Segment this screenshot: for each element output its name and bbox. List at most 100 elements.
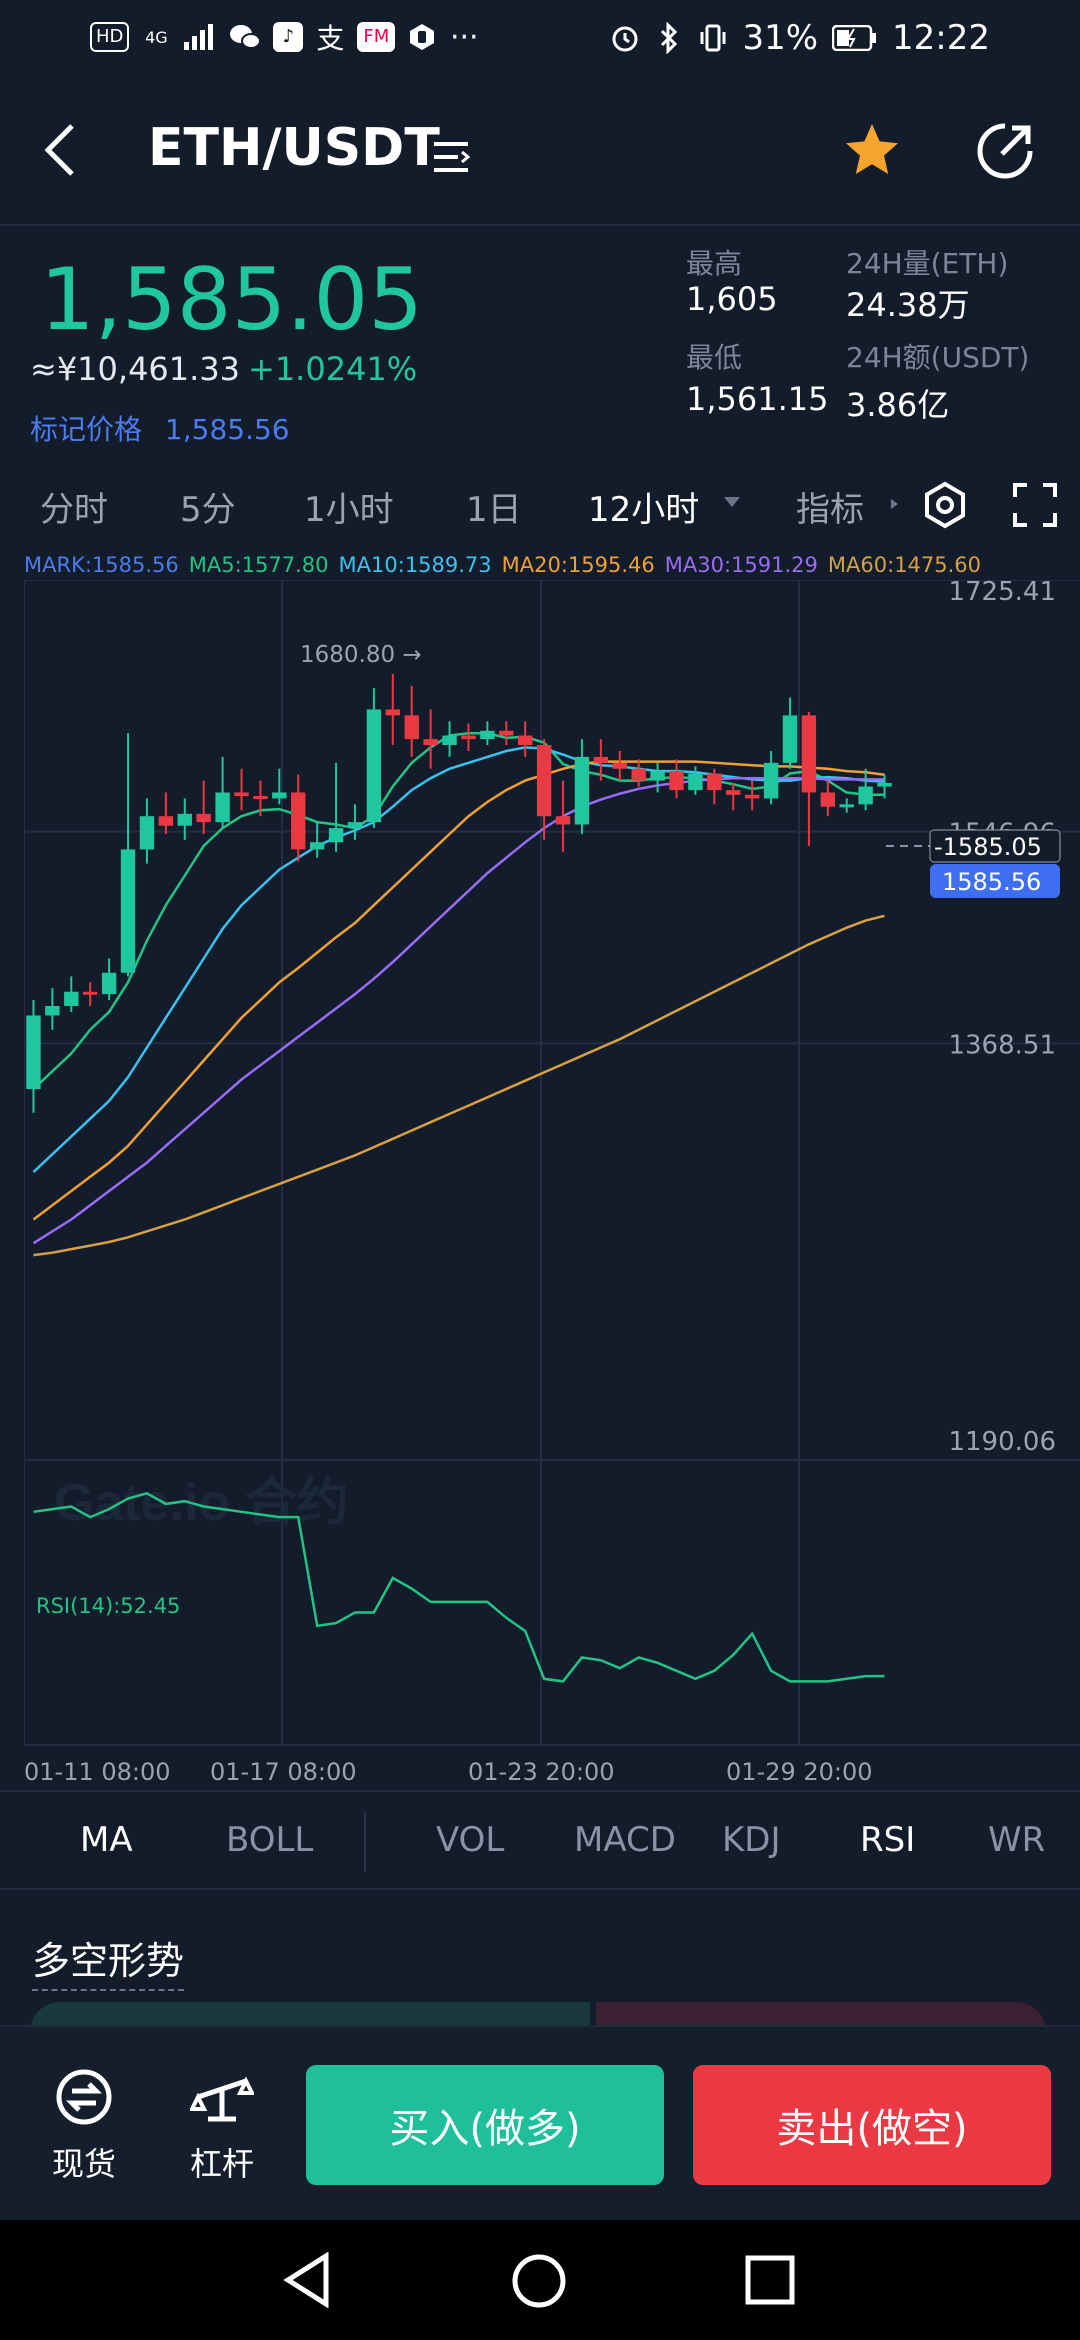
tab-wr[interactable]: WR xyxy=(988,1820,1046,1860)
music-icon: ♪ xyxy=(273,22,304,52)
legend-mark: MARK:1585.56 xyxy=(24,553,179,577)
candle-body xyxy=(366,709,382,823)
tab-macd[interactable]: MACD xyxy=(574,1820,676,1860)
candles xyxy=(26,673,892,1113)
favorite-button[interactable] xyxy=(842,120,906,184)
buy-long-button[interactable]: 买入(做多) xyxy=(306,2065,664,2185)
amount-label: 24H额(USDT) xyxy=(846,341,1030,374)
candle-body xyxy=(101,972,117,995)
high-label: 最高 xyxy=(686,247,743,280)
amount-value: 3.86亿 xyxy=(846,386,950,424)
leverage-button[interactable]: 杠杆 xyxy=(172,2067,272,2185)
low-label: 最低 xyxy=(686,341,743,374)
clock: 12:22 xyxy=(892,18,990,58)
watermark: Gate.io 合约 xyxy=(54,1474,349,1532)
sell-short-button[interactable]: 卖出(做空) xyxy=(693,2065,1051,2185)
mark-price-tag: 1585.56 xyxy=(942,868,1041,896)
tab-boll[interactable]: BOLL xyxy=(226,1820,314,1860)
timeframe-5m[interactable]: 5分 xyxy=(180,490,236,530)
candle-body xyxy=(763,762,779,799)
scale-icon xyxy=(188,2076,256,2122)
fullscreen-icon xyxy=(1013,483,1057,527)
candle-body xyxy=(120,849,136,973)
candle-body xyxy=(877,782,892,787)
legend-ma60: MA60:1475.60 xyxy=(827,553,982,577)
candle-body xyxy=(83,991,98,995)
alarm-icon xyxy=(610,21,640,55)
low-value: 1,561.15 xyxy=(686,380,829,418)
candle-body xyxy=(328,828,344,843)
back-button[interactable] xyxy=(40,118,90,188)
candle-body xyxy=(158,816,174,826)
pair-menu-button[interactable] xyxy=(432,138,472,178)
timeframe-tick[interactable]: 分时 xyxy=(40,490,108,530)
x-tick-label: 01-23 20:00 xyxy=(468,1758,615,1786)
vibrate-icon xyxy=(698,21,728,55)
volume-value: 24.38万 xyxy=(846,286,970,324)
candle-body xyxy=(631,768,646,781)
timeframe-dropdown-icon[interactable] xyxy=(722,494,742,514)
nav-back-icon[interactable] xyxy=(282,2252,332,2308)
status-left-icons: HD 4G ♪ 支 FM ··· xyxy=(90,20,479,55)
timeframe-bar: 分时 5分 1小时 1日 12小时 指标 xyxy=(0,470,1080,540)
wechat-icon xyxy=(229,20,262,54)
share-button[interactable] xyxy=(974,120,1038,184)
tab-kdj[interactable]: KDJ xyxy=(722,1820,781,1860)
candle-body xyxy=(442,735,457,746)
leverage-label: 杠杆 xyxy=(189,2145,254,2183)
candle-body xyxy=(404,715,419,740)
status-right: 31% 12:22 xyxy=(610,18,990,58)
nav-recents-icon[interactable] xyxy=(744,2254,796,2306)
battery-percent: 31% xyxy=(742,18,819,58)
x-tick-label: 01-17 08:00 xyxy=(210,1758,357,1786)
y-tick-label: 1725.41 xyxy=(948,580,1056,607)
long-short-title[interactable]: 多空形势 xyxy=(32,1930,185,1991)
indicator-button[interactable]: 指标 xyxy=(796,490,864,530)
legend-ma30: MA30:1591.29 xyxy=(664,553,818,577)
hand-icon xyxy=(407,20,437,54)
high-price-marker: 1680.80 → xyxy=(300,642,422,668)
network-4g-icon: 4G xyxy=(145,27,168,47)
rsi-label: RSI(14):52.45 xyxy=(36,1594,180,1618)
candle-body xyxy=(385,709,400,716)
x-tick-label: 01-29 20:00 xyxy=(726,1758,873,1786)
nav-home-icon[interactable] xyxy=(510,2252,568,2310)
system-navbar xyxy=(0,2220,1080,2340)
timeframe-1h[interactable]: 1小时 xyxy=(304,490,394,530)
candle-body xyxy=(593,756,609,763)
pair-title[interactable]: ETH/USDT xyxy=(148,118,440,178)
signal-icon xyxy=(183,20,217,54)
share-icon xyxy=(977,123,1033,179)
candle-body xyxy=(347,822,363,829)
tab-rsi[interactable]: RSI xyxy=(860,1820,916,1860)
fullscreen-button[interactable] xyxy=(1012,482,1058,532)
legend-ma20: MA20:1595.46 xyxy=(501,553,655,577)
candle-body xyxy=(26,1015,41,1090)
rsi-line xyxy=(33,1491,885,1683)
ma-line-ma20 xyxy=(32,760,885,1221)
tab-vol[interactable]: VOL xyxy=(436,1820,505,1860)
settings-hexagon-icon xyxy=(925,481,965,529)
timeframe-12h[interactable]: 12小时 xyxy=(588,490,700,530)
timeframe-1d[interactable]: 1日 xyxy=(466,490,522,530)
last-price: 1,585.05 xyxy=(40,250,423,350)
candle-body xyxy=(536,745,552,817)
candle-body xyxy=(669,771,684,791)
volume-label: 24H量(ETH) xyxy=(846,247,1009,280)
chart-settings-button[interactable] xyxy=(920,480,970,534)
indicator-dropdown-icon[interactable] xyxy=(890,496,900,515)
mark-price-row: 标记价格 1,585.56 xyxy=(30,408,290,448)
candle-body xyxy=(45,1005,60,1016)
spot-button[interactable]: 现货 xyxy=(34,2067,134,2185)
chart-grid xyxy=(24,580,1080,1746)
candle-body xyxy=(196,813,211,823)
candle-body xyxy=(858,786,873,805)
candle-body xyxy=(688,773,703,791)
fm-icon: FM xyxy=(357,22,396,52)
tab-ma[interactable]: MA xyxy=(80,1820,133,1860)
candlestick-chart[interactable]: Gate.io 合约 1725.411546.961368.511190.06 … xyxy=(24,580,1080,1790)
high-value: 1,605 xyxy=(686,280,778,318)
ma-line-ma5 xyxy=(32,731,885,1090)
candle-body xyxy=(272,792,287,799)
